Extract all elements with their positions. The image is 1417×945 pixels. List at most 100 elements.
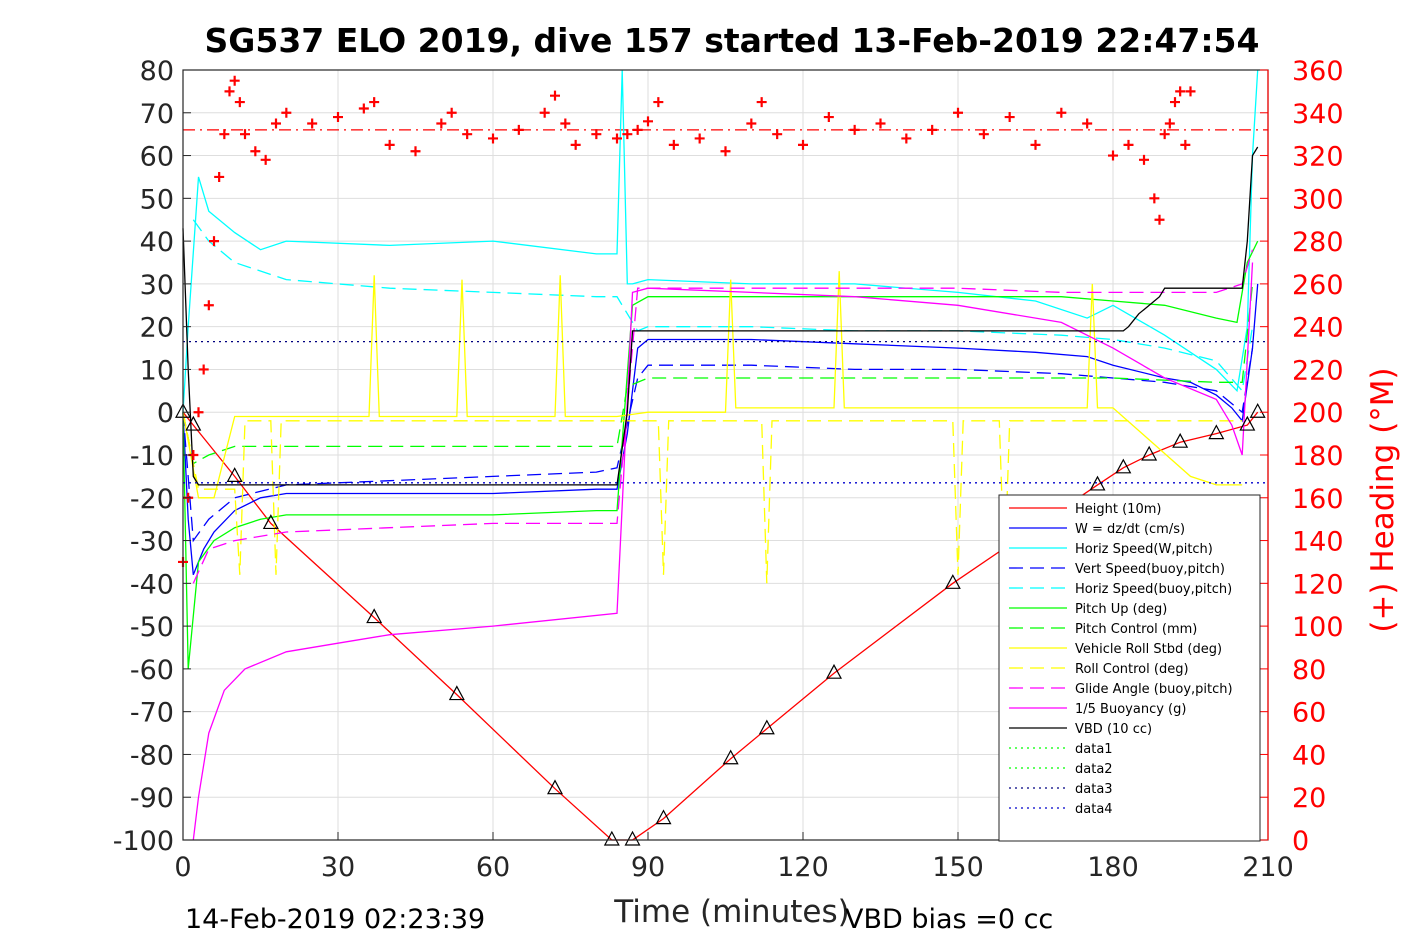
heading-marker xyxy=(214,171,225,182)
right-tick-label: 20 xyxy=(1292,783,1326,814)
heading-marker xyxy=(1164,118,1175,129)
heading-marker xyxy=(488,133,498,144)
chart-title: SG537 ELO 2019, dive 157 started 13-Feb-… xyxy=(205,21,1260,60)
series-line-9 xyxy=(182,412,1243,584)
x-tick-label: 0 xyxy=(174,852,191,883)
height-triangle-marker xyxy=(226,467,243,482)
heading-marker xyxy=(271,118,281,129)
height-triangle-marker xyxy=(603,830,620,846)
height-triangle-marker xyxy=(1115,458,1132,474)
x-tick-label: 120 xyxy=(777,852,829,883)
legend-label: Height (10m) xyxy=(1075,502,1161,517)
y-tick-label: -40 xyxy=(130,569,174,600)
y-axis-right: 3603403203002802602402202001801601401201… xyxy=(1260,56,1344,857)
heading-marker xyxy=(591,129,602,140)
series-line-3 xyxy=(182,69,1259,413)
height-triangle-marker xyxy=(758,719,775,735)
heading-marker xyxy=(746,118,757,129)
series-line-12 xyxy=(182,146,1259,486)
series-line-5 xyxy=(192,219,1254,393)
heading-marker xyxy=(1180,139,1191,150)
y-tick-label: -70 xyxy=(130,698,174,729)
right-tick-label: 240 xyxy=(1292,313,1344,344)
heading-marker xyxy=(1159,129,1170,140)
series-layer xyxy=(174,69,1268,846)
y-tick-label: -100 xyxy=(113,826,174,857)
height-triangle-marker xyxy=(262,514,279,530)
heading-marker xyxy=(875,118,886,129)
legend-label: Pitch Control (mm) xyxy=(1075,622,1197,637)
legend-label: 1/5 Buoyancy (g) xyxy=(1075,702,1186,717)
heading-marker xyxy=(1004,112,1015,123)
legend-label: VBD (10 cc) xyxy=(1075,722,1152,737)
y-tick-label: 10 xyxy=(140,355,174,386)
right-tick-label: 180 xyxy=(1292,441,1344,472)
y-tick-label: 20 xyxy=(140,313,174,344)
heading-marker xyxy=(823,112,834,123)
heading-marker xyxy=(1154,214,1165,225)
x-tick-label: 60 xyxy=(476,852,510,883)
heading-marker xyxy=(622,129,633,140)
heading-marker xyxy=(1185,86,1196,97)
legend-label: data4 xyxy=(1075,802,1113,817)
y-tick-label: -50 xyxy=(130,612,174,643)
series-line-4 xyxy=(182,347,1254,543)
x-axis: 0 30 60 90 120 150 180 210 xyxy=(174,832,1294,883)
y-tick-label: -60 xyxy=(130,655,174,686)
legend-label: W = dz/dt (cm/s) xyxy=(1075,522,1185,537)
heading-marker xyxy=(1108,150,1118,161)
heading-marker xyxy=(560,118,571,129)
heading-marker xyxy=(219,129,230,140)
heading-marker xyxy=(1030,139,1041,150)
heading-marker xyxy=(358,103,369,114)
y-tick-label: -20 xyxy=(130,484,174,515)
height-triangle-marker xyxy=(448,685,465,701)
legend-label: Vehicle Roll Stbd (deg) xyxy=(1075,642,1222,657)
height-triangle-marker xyxy=(655,809,672,825)
heading-marker xyxy=(234,97,245,108)
right-tick-label: 0 xyxy=(1292,826,1309,857)
heading-marker xyxy=(333,112,343,123)
height-triangle-marker xyxy=(185,415,202,431)
heading-marker xyxy=(632,124,643,135)
footer-timestamp: 14-Feb-2019 02:23:39 xyxy=(185,904,485,935)
right-tick-label: 80 xyxy=(1292,655,1326,686)
heading-marker xyxy=(1175,86,1186,97)
heading-marker xyxy=(513,124,524,135)
heading-marker xyxy=(756,97,767,108)
heading-marker xyxy=(798,139,808,150)
height-triangle-marker xyxy=(546,779,564,795)
heading-marker xyxy=(1149,193,1160,204)
heading-marker xyxy=(446,107,457,118)
y-tick-label: -30 xyxy=(130,527,174,558)
right-tick-label: 320 xyxy=(1292,142,1344,173)
right-tick-label: 200 xyxy=(1292,398,1344,429)
series-line-7 xyxy=(182,283,1254,465)
legend-label: data3 xyxy=(1075,782,1113,797)
heading-marker xyxy=(462,129,473,140)
heading-marker xyxy=(384,139,395,150)
x-tick-label: 180 xyxy=(1087,852,1139,883)
heading-marker xyxy=(410,146,421,157)
legend-label: Horiz Speed(W,pitch) xyxy=(1075,542,1213,557)
legend-label: data2 xyxy=(1075,762,1113,777)
y-tick-label: -10 xyxy=(130,441,174,472)
heading-marker xyxy=(901,133,912,144)
heading-marker xyxy=(193,407,204,418)
y-axis-left: 80 70 60 50 40 30 20 10 0 -10 -20 -30 -40 -50 -60 -70 -8… xyxy=(113,56,191,857)
heading-marker xyxy=(643,116,653,127)
heading-marker xyxy=(1139,154,1149,165)
heading-marker xyxy=(307,118,318,129)
series-line-8 xyxy=(182,271,1243,499)
heading-marker xyxy=(224,86,235,97)
heading-marker xyxy=(953,107,963,118)
right-tick-label: 40 xyxy=(1292,740,1326,771)
x-tick-label: 210 xyxy=(1242,852,1294,883)
heading-marker xyxy=(927,124,938,135)
legend-label: data1 xyxy=(1075,742,1113,757)
y-tick-label: -90 xyxy=(130,783,174,814)
heading-marker xyxy=(668,139,679,150)
heading-marker xyxy=(550,90,560,101)
heading-marker xyxy=(369,97,380,108)
height-triangle-marker xyxy=(1208,424,1225,440)
